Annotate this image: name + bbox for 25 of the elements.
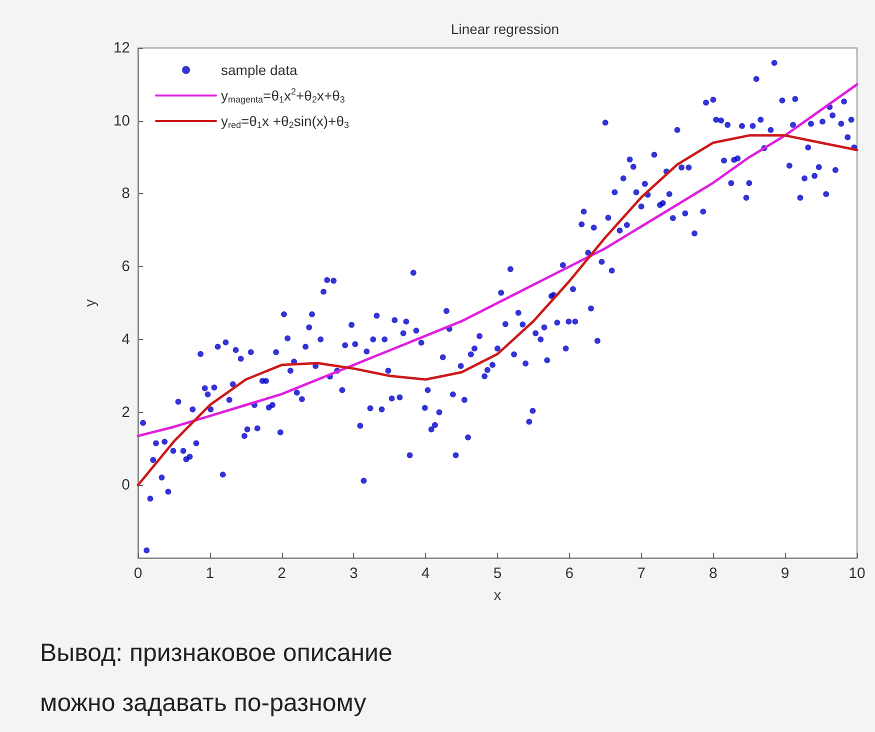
x-tick-label: 9 bbox=[780, 565, 790, 582]
x-tick-label: 4 bbox=[421, 565, 430, 582]
y-tick-label: 2 bbox=[122, 404, 130, 421]
y-tick-label: 8 bbox=[122, 185, 130, 202]
x-tick-label: 6 bbox=[565, 565, 574, 582]
y-tick-label: 0 bbox=[122, 476, 130, 494]
chart-title: Linear regression bbox=[450, 21, 560, 37]
y-tick-label: 12 bbox=[113, 40, 130, 56]
line-series bbox=[136, 83, 858, 438]
line-series bbox=[136, 134, 858, 486]
text: Вывод: признаковое описание можно задавать по-разному bbox=[40, 639, 400, 717]
y-tick-label: 6 bbox=[122, 258, 130, 276]
y-axis-title: y bbox=[82, 298, 99, 307]
y-tick-label: 10 bbox=[113, 112, 130, 130]
x-tick-label: 0 bbox=[134, 565, 142, 582]
x-tick-label: 2 bbox=[278, 565, 286, 582]
x-tick-label: 7 bbox=[637, 565, 646, 582]
x-axis-title: x bbox=[494, 587, 502, 604]
x-tick-label: 3 bbox=[350, 565, 358, 582]
legend-label: sample data bbox=[221, 62, 298, 78]
x-tick-label: 8 bbox=[709, 565, 718, 582]
x-tick-label: 10 bbox=[848, 565, 866, 582]
y-tick-label: 4 bbox=[122, 330, 130, 348]
x-tick-label: 1 bbox=[206, 565, 214, 582]
x-tick-label: 5 bbox=[493, 565, 502, 582]
